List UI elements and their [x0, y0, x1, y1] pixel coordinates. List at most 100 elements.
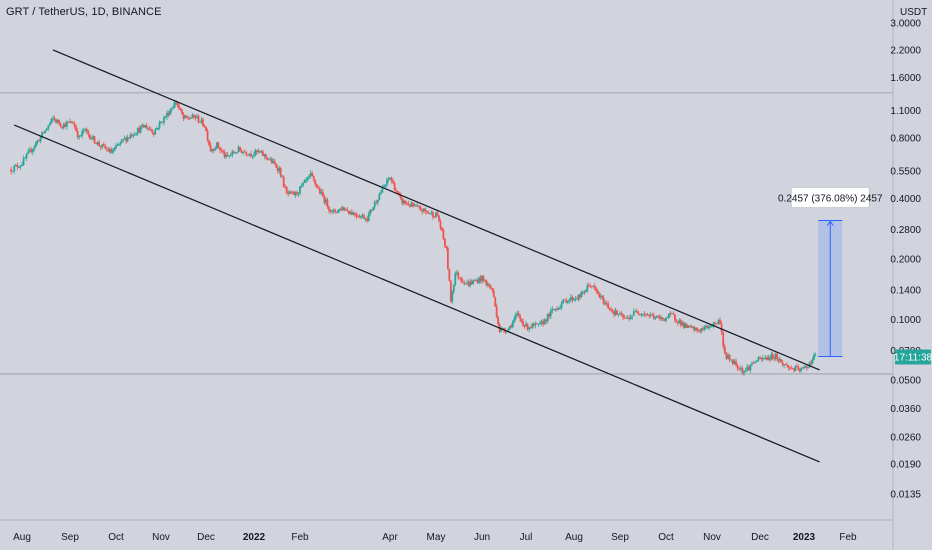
- candle-body: [759, 357, 761, 359]
- candle-body: [344, 209, 347, 211]
- candle-body: [190, 118, 192, 119]
- candle-body: [113, 147, 116, 151]
- candle-body: [416, 205, 419, 207]
- candle-body: [259, 151, 261, 153]
- candle-body: [593, 285, 596, 289]
- candle-body: [523, 325, 526, 327]
- candle-body: [116, 145, 119, 146]
- candle-body: [185, 115, 188, 118]
- candle-body: [543, 319, 546, 325]
- candle-body: [535, 323, 538, 325]
- candle-body: [145, 125, 148, 129]
- candle-body: [690, 325, 693, 328]
- candle-body: [332, 209, 335, 211]
- candle-body: [626, 317, 629, 319]
- candle-body: [584, 290, 587, 293]
- candle-body: [460, 278, 463, 282]
- candle-body: [723, 346, 726, 354]
- candle-body: [328, 206, 330, 211]
- candle-body: [251, 155, 254, 157]
- candle-body: [369, 209, 372, 214]
- candle-body: [700, 328, 703, 332]
- candle-body: [485, 280, 488, 286]
- candle-body: [99, 145, 102, 148]
- last-price-tag: [895, 349, 931, 365]
- time-tick-label: Dec: [751, 532, 769, 543]
- candle-body: [98, 142, 101, 146]
- candle-body: [179, 107, 182, 110]
- candle-body: [761, 357, 764, 360]
- candle-body: [628, 317, 631, 320]
- candle-body: [163, 117, 165, 123]
- candle-body: [270, 158, 273, 164]
- candle-body: [577, 294, 580, 300]
- candle-body: [95, 142, 97, 145]
- candle-body: [562, 299, 565, 304]
- candle-body: [158, 122, 161, 128]
- candle-body: [681, 322, 684, 326]
- candle-body: [288, 191, 291, 195]
- candle-body: [176, 102, 179, 106]
- candle-body: [167, 112, 170, 116]
- candle-body: [669, 313, 672, 315]
- candle-body: [788, 367, 791, 369]
- candle-body: [529, 327, 532, 329]
- candle-body: [381, 187, 384, 193]
- candle-body: [273, 161, 276, 164]
- price-tick-label: 0.0260: [890, 432, 921, 443]
- time-tick-label: Jun: [474, 532, 490, 543]
- candle-body: [56, 120, 59, 123]
- candle-body: [404, 200, 407, 204]
- candle-body: [139, 126, 142, 133]
- candle-body: [357, 216, 359, 217]
- candle-body: [407, 203, 410, 206]
- candle-body: [649, 314, 652, 316]
- candle-body: [539, 323, 541, 325]
- candle-body: [784, 364, 787, 365]
- candle-body: [308, 175, 311, 177]
- candle-body: [386, 179, 388, 185]
- candle-body: [766, 357, 768, 361]
- candle-body: [45, 128, 48, 131]
- candle-body: [731, 359, 734, 365]
- candle-body: [296, 192, 298, 195]
- candle-body: [560, 303, 563, 308]
- symbol-title: GRT / TetherUS, 1D, BINANCE: [6, 6, 162, 18]
- candle-body: [229, 154, 232, 156]
- candle-body: [525, 323, 527, 326]
- candle-body: [240, 150, 243, 153]
- candle-body: [444, 238, 446, 246]
- candle-body: [685, 323, 688, 328]
- candle-body: [366, 218, 369, 222]
- candle-body: [605, 303, 608, 304]
- candle-body: [211, 149, 214, 152]
- candle-body: [687, 325, 690, 328]
- candle-body: [482, 275, 485, 281]
- candle-body: [44, 130, 47, 134]
- candle-body: [104, 145, 107, 149]
- candle-body: [470, 281, 473, 285]
- candle-body: [430, 212, 433, 214]
- candle-body: [632, 311, 635, 316]
- candle-body: [702, 328, 704, 330]
- candle-body: [604, 303, 607, 305]
- candle-body: [142, 124, 145, 128]
- candle-body: [452, 284, 455, 292]
- candle-body: [743, 371, 745, 374]
- candle-body: [188, 118, 191, 120]
- candle-body: [613, 311, 615, 315]
- candle-body: [172, 107, 174, 109]
- candle-body: [790, 367, 793, 369]
- candle-body: [504, 330, 507, 333]
- candle-body: [206, 130, 209, 141]
- candle-body: [537, 323, 540, 325]
- candle-body: [475, 280, 477, 282]
- candle-body: [231, 151, 234, 155]
- candle-body: [565, 299, 568, 303]
- candle-body: [222, 150, 224, 153]
- candle-body: [777, 358, 780, 361]
- candle-body: [714, 322, 717, 324]
- candle-body: [402, 200, 405, 204]
- price-tick-label: 0.5500: [890, 166, 921, 177]
